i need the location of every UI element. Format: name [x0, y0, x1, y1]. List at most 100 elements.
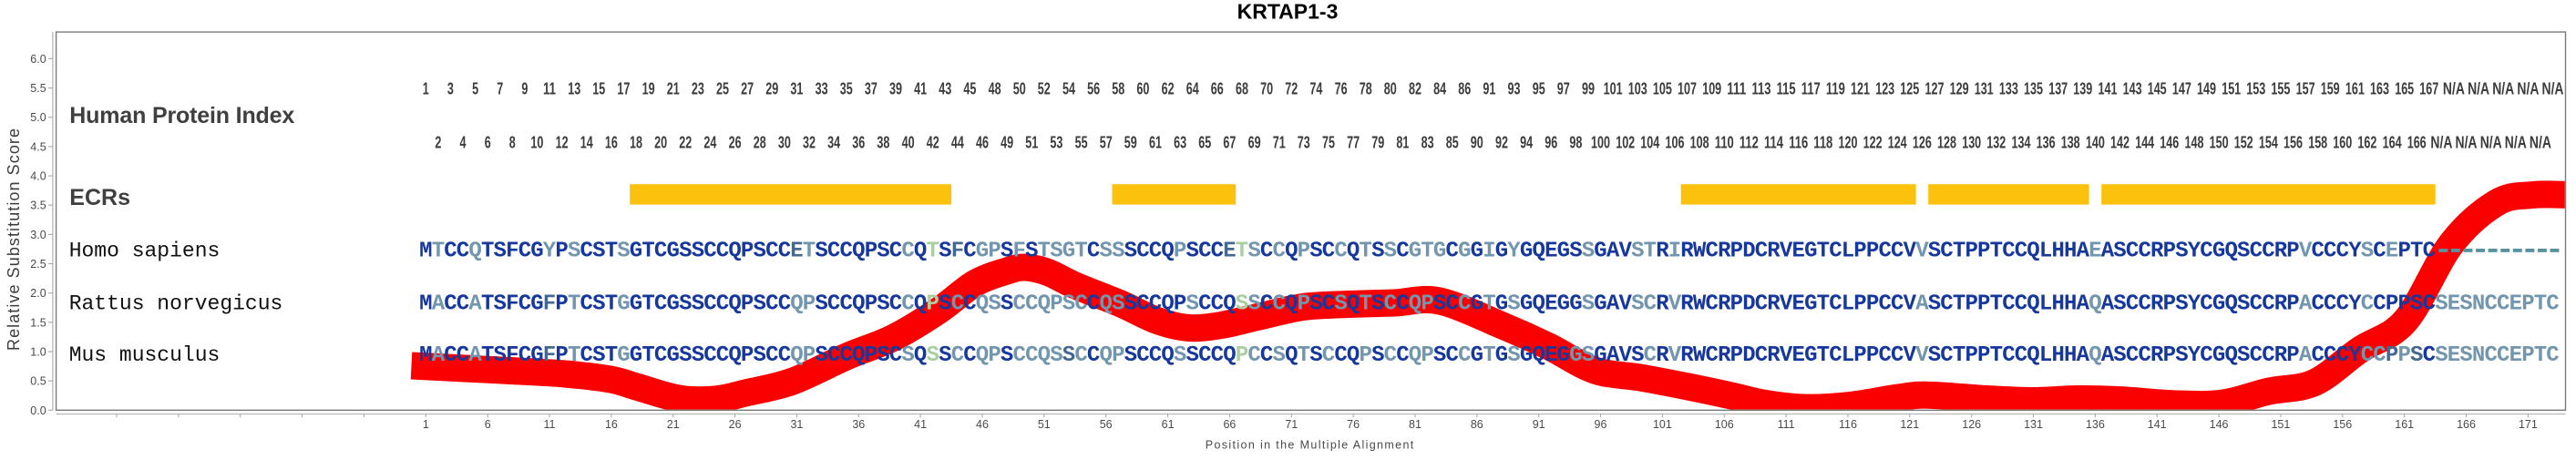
svg-text:160: 160 — [2333, 134, 2352, 152]
svg-text:106: 106 — [1666, 134, 1685, 152]
svg-text:44: 44 — [951, 134, 964, 152]
svg-text:54: 54 — [1062, 80, 1075, 98]
svg-text:N/A: N/A — [2530, 134, 2551, 152]
svg-text:39: 39 — [889, 80, 902, 98]
svg-text:1: 1 — [423, 80, 429, 98]
svg-text:33: 33 — [816, 80, 828, 98]
svg-text:ECRs: ECRs — [69, 185, 130, 210]
svg-text:N/A: N/A — [2430, 134, 2452, 152]
svg-text:49: 49 — [1001, 134, 1013, 152]
svg-text:94: 94 — [1520, 134, 1533, 152]
svg-text:N/A: N/A — [2542, 80, 2564, 98]
svg-text:92: 92 — [1495, 134, 1508, 152]
svg-text:N/A: N/A — [2480, 134, 2502, 152]
svg-text:84: 84 — [1433, 80, 1446, 98]
svg-text:70: 70 — [1260, 80, 1273, 98]
svg-text:152: 152 — [2234, 134, 2253, 152]
svg-text:165: 165 — [2395, 80, 2414, 98]
svg-text:28: 28 — [754, 134, 766, 152]
svg-text:46: 46 — [976, 418, 989, 431]
svg-text:5.5: 5.5 — [30, 82, 46, 95]
svg-text:12: 12 — [556, 134, 569, 152]
svg-text:153: 153 — [2246, 80, 2265, 98]
svg-text:128: 128 — [1937, 134, 1956, 152]
svg-text:N/A: N/A — [2456, 134, 2478, 152]
svg-text:164: 164 — [2383, 134, 2402, 152]
svg-text:133: 133 — [1999, 80, 2018, 98]
svg-text:34: 34 — [827, 134, 840, 152]
svg-text:142: 142 — [2110, 134, 2130, 152]
svg-text:113: 113 — [1752, 80, 1771, 98]
svg-text:30: 30 — [778, 134, 791, 152]
svg-text:75: 75 — [1322, 134, 1335, 152]
svg-text:6.0: 6.0 — [30, 53, 46, 66]
svg-text:4.5: 4.5 — [30, 140, 46, 153]
svg-text:162: 162 — [2357, 134, 2376, 152]
svg-text:146: 146 — [2160, 134, 2179, 152]
svg-text:161: 161 — [2395, 418, 2414, 431]
svg-text:166: 166 — [2457, 418, 2476, 431]
svg-text:35: 35 — [840, 80, 853, 98]
svg-text:141: 141 — [2148, 418, 2167, 431]
svg-text:143: 143 — [2123, 80, 2142, 98]
svg-text:1: 1 — [423, 418, 429, 431]
svg-text:N/A: N/A — [2505, 134, 2527, 152]
svg-text:58: 58 — [1112, 80, 1124, 98]
svg-text:161: 161 — [2345, 80, 2365, 98]
svg-text:115: 115 — [1777, 80, 1796, 98]
svg-text:139: 139 — [2073, 80, 2092, 98]
svg-text:132: 132 — [1986, 134, 2006, 152]
svg-text:N/A: N/A — [2468, 80, 2489, 98]
svg-text:Relative Substitution Score: Relative Substitution Score — [5, 128, 23, 351]
svg-text:127: 127 — [1925, 80, 1945, 98]
svg-text:102: 102 — [1616, 134, 1635, 152]
svg-text:120: 120 — [1839, 134, 1858, 152]
svg-text:1.0: 1.0 — [30, 346, 46, 359]
svg-text:67: 67 — [1223, 134, 1236, 152]
svg-text:3.0: 3.0 — [30, 229, 46, 241]
svg-text:61: 61 — [1162, 418, 1175, 431]
svg-text:17: 17 — [617, 80, 630, 98]
svg-text:29: 29 — [765, 80, 778, 98]
svg-text:86: 86 — [1458, 80, 1471, 98]
svg-text:86: 86 — [1471, 418, 1483, 431]
svg-text:15: 15 — [592, 80, 605, 98]
svg-text:93: 93 — [1508, 80, 1521, 98]
svg-text:62: 62 — [1162, 80, 1175, 98]
svg-text:41: 41 — [914, 80, 927, 98]
svg-text:0.0: 0.0 — [30, 404, 46, 417]
svg-text:114: 114 — [1764, 134, 1783, 152]
svg-text:147: 147 — [2172, 80, 2191, 98]
svg-text:9: 9 — [521, 80, 528, 98]
svg-text:23: 23 — [692, 80, 704, 98]
svg-text:40: 40 — [902, 134, 915, 152]
svg-text:0.5: 0.5 — [30, 375, 46, 388]
svg-text:20: 20 — [654, 134, 667, 152]
svg-text:4.0: 4.0 — [30, 170, 46, 183]
svg-text:159: 159 — [2321, 80, 2340, 98]
svg-text:141: 141 — [2099, 80, 2118, 98]
svg-text:Rattus norvegicus: Rattus norvegicus — [69, 292, 283, 316]
svg-text:155: 155 — [2271, 80, 2290, 98]
svg-text:73: 73 — [1298, 134, 1310, 152]
svg-text:131: 131 — [1975, 80, 1994, 98]
svg-text:74: 74 — [1309, 80, 1322, 98]
svg-text:144: 144 — [2135, 134, 2154, 152]
svg-text:106: 106 — [1715, 418, 1734, 431]
svg-text:55: 55 — [1075, 134, 1088, 152]
svg-text:45: 45 — [963, 80, 976, 98]
svg-text:98: 98 — [1569, 134, 1582, 152]
svg-text:14: 14 — [580, 134, 593, 152]
svg-text:N/A: N/A — [2443, 80, 2465, 98]
svg-text:71: 71 — [1273, 134, 1286, 152]
svg-text:117: 117 — [1801, 80, 1821, 98]
svg-text:104: 104 — [1640, 134, 1659, 152]
svg-text:111: 111 — [1727, 80, 1746, 98]
svg-text:138: 138 — [2061, 134, 2080, 152]
svg-text:N/A: N/A — [2492, 80, 2514, 98]
svg-text:95: 95 — [1533, 80, 1545, 98]
svg-text:5: 5 — [472, 80, 478, 98]
svg-text:11: 11 — [543, 80, 556, 98]
svg-text:125: 125 — [1900, 80, 1919, 98]
svg-text:2.0: 2.0 — [30, 287, 46, 300]
